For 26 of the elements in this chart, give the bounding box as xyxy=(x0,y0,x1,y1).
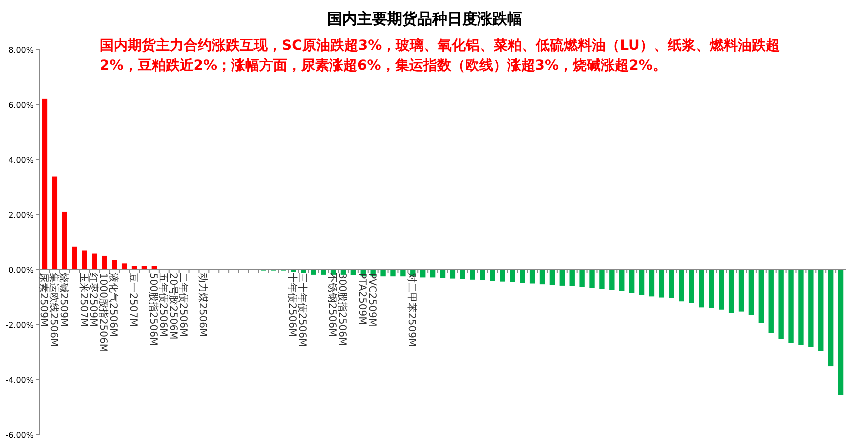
x-tick-label: 十年债2506M xyxy=(286,273,299,338)
chart-subtitle: 国内期货主力合约涨跌互现，SC原油跌超3%，玻璃、氧化铝、菜粕、低硫燃料油（LU）、纸浆、燃料油跌超2%，豆粕跌近2%；涨幅方面，尿素涨超6%，集运指数（欧线）涨超3%，烧碱涨超2%。 xyxy=(100,36,781,76)
x-tick-label: 300股指2506M xyxy=(336,273,348,346)
x-tick-label: 500股指2506M xyxy=(147,273,160,346)
x-tick-label: 红枣2509M xyxy=(88,273,100,328)
x-tick-label: PVC2509M xyxy=(366,273,378,327)
x-tick-label: 液化气2506M xyxy=(108,273,120,338)
x-tick-label: 动力煤2506M xyxy=(197,273,210,338)
y-tick-label: 6.00% xyxy=(8,101,34,110)
x-tick-label: 1000股指2506M xyxy=(98,273,110,353)
y-tick-label: -4.00% xyxy=(6,376,34,385)
y-tick-label: 2.00% xyxy=(8,211,34,220)
y-tick-label: 4.00% xyxy=(8,156,34,165)
y-tick-label: 0.00% xyxy=(8,266,34,275)
x-tick-label: 玉米2507M xyxy=(78,273,90,328)
x-tick-label: 20号胶2506M xyxy=(167,273,180,340)
x-tick-label: 豆一2507M xyxy=(128,273,139,328)
x-tick-label: 三十年债2506M xyxy=(296,273,309,348)
x-tick-label: PTA2509M xyxy=(356,273,368,326)
x-tick-label: 对二甲苯2509M xyxy=(406,273,418,348)
x-tick-label: 不锈钢2506M xyxy=(326,273,338,338)
x-tick-label: 尿素2509M xyxy=(38,273,50,328)
y-tick-label: -2.00% xyxy=(6,321,34,330)
y-tick-label: -6.00% xyxy=(6,431,34,440)
chart-title: 国内主要期货品种日度涨跌幅 xyxy=(328,10,522,28)
y-tick-label: 8.00% xyxy=(8,46,34,55)
